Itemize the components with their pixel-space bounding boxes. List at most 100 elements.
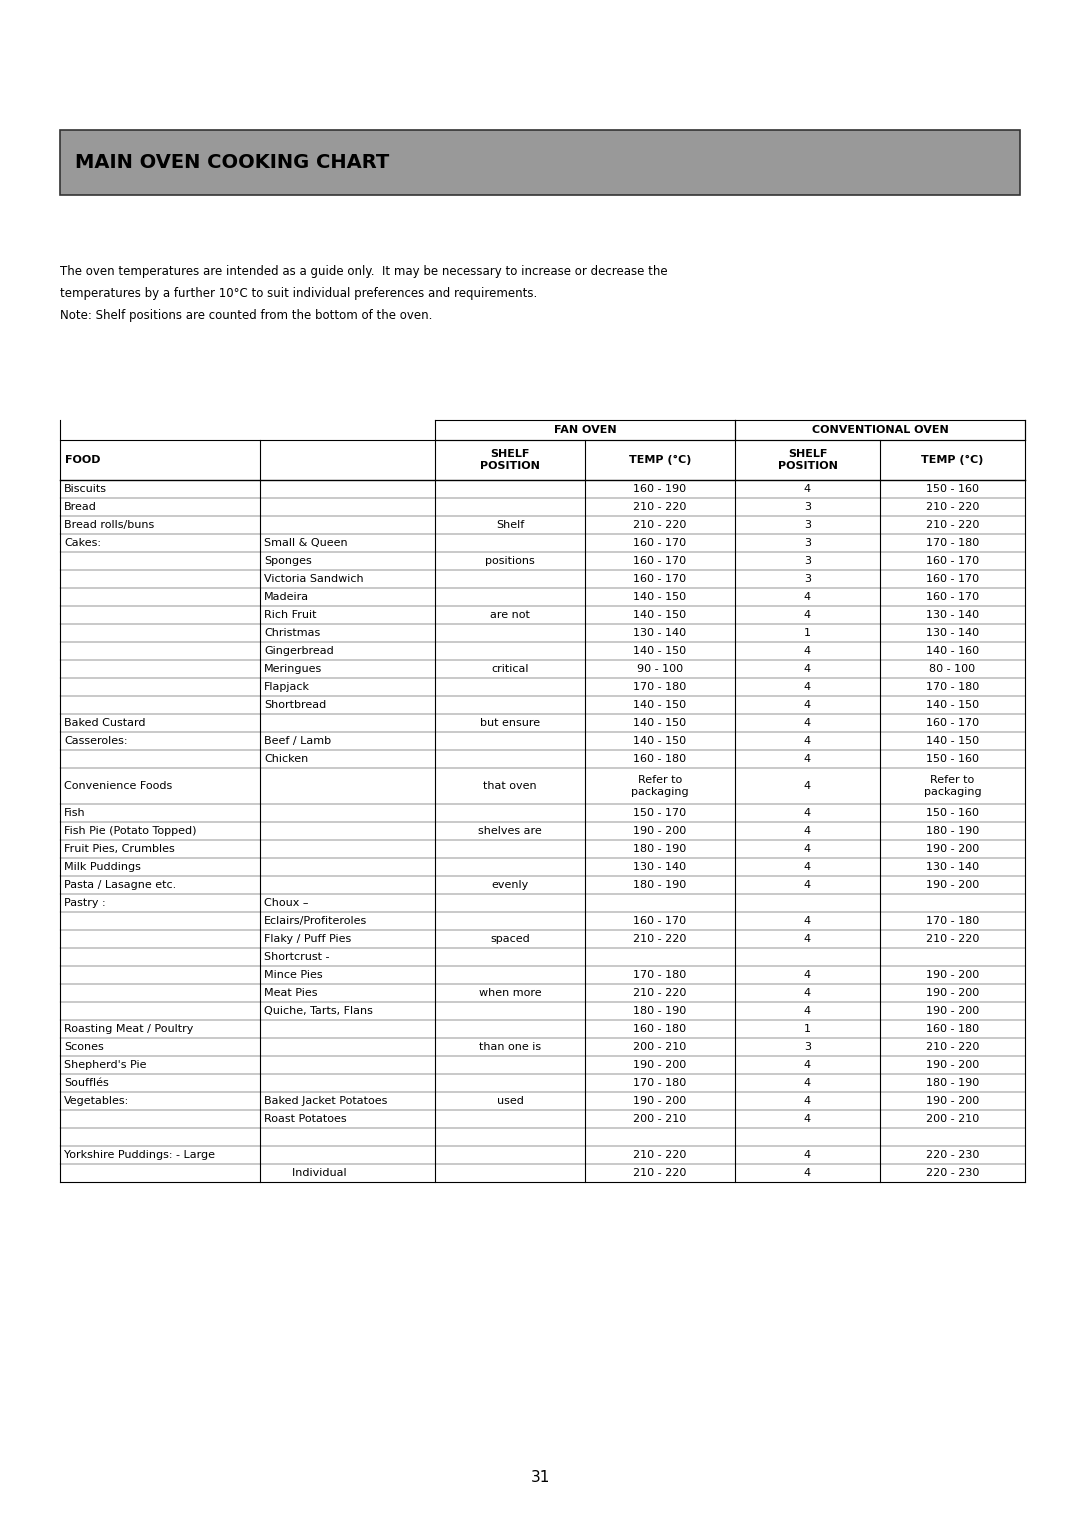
- Text: Choux –: Choux –: [264, 898, 309, 908]
- Text: 4: 4: [804, 934, 811, 944]
- Text: when more: when more: [478, 989, 541, 998]
- Text: 4: 4: [804, 718, 811, 727]
- Text: 190 - 200: 190 - 200: [926, 989, 980, 998]
- Text: 4: 4: [804, 753, 811, 764]
- Text: 3: 3: [804, 575, 811, 584]
- Text: Meat Pies: Meat Pies: [264, 989, 318, 998]
- Text: 140 - 150: 140 - 150: [634, 736, 687, 746]
- Text: 4: 4: [804, 736, 811, 746]
- Text: Refer to
packaging: Refer to packaging: [923, 775, 982, 798]
- Text: 4: 4: [804, 646, 811, 656]
- Text: 200 - 210: 200 - 210: [633, 1042, 687, 1051]
- Text: 4: 4: [804, 1077, 811, 1088]
- Text: shelves are: shelves are: [478, 827, 542, 836]
- Text: 4: 4: [804, 843, 811, 854]
- Text: 220 - 230: 220 - 230: [926, 1167, 980, 1178]
- Text: 3: 3: [804, 1042, 811, 1051]
- Text: 210 - 220: 210 - 220: [926, 1042, 980, 1051]
- Text: 130 - 140: 130 - 140: [926, 628, 980, 639]
- Text: Shortbread: Shortbread: [264, 700, 326, 711]
- Text: 4: 4: [804, 1114, 811, 1125]
- Text: Gingerbread: Gingerbread: [264, 646, 334, 656]
- Text: CONVENTIONAL OVEN: CONVENTIONAL OVEN: [812, 425, 948, 435]
- Text: 180 - 190: 180 - 190: [633, 1005, 687, 1016]
- Text: 190 - 200: 190 - 200: [926, 1096, 980, 1106]
- Text: 160 - 190: 160 - 190: [634, 484, 687, 494]
- Text: TEMP (°C): TEMP (°C): [921, 455, 984, 465]
- Text: Roast Potatoes: Roast Potatoes: [264, 1114, 347, 1125]
- Text: temperatures by a further 10°C to suit individual preferences and requirements.: temperatures by a further 10°C to suit i…: [60, 287, 537, 299]
- Text: 160 - 170: 160 - 170: [926, 591, 980, 602]
- Text: Individual: Individual: [264, 1167, 347, 1178]
- Text: 4: 4: [804, 681, 811, 692]
- Text: 170 - 180: 170 - 180: [926, 681, 980, 692]
- Text: 140 - 150: 140 - 150: [926, 736, 980, 746]
- Text: 200 - 210: 200 - 210: [633, 1114, 687, 1125]
- Text: 160 - 170: 160 - 170: [634, 915, 687, 926]
- Text: Baked Jacket Potatoes: Baked Jacket Potatoes: [264, 1096, 388, 1106]
- Text: 190 - 200: 190 - 200: [926, 843, 980, 854]
- Text: Yorkshire Puddings: - Large: Yorkshire Puddings: - Large: [64, 1151, 215, 1160]
- Text: 4: 4: [804, 862, 811, 872]
- Text: 220 - 230: 220 - 230: [926, 1151, 980, 1160]
- Text: 4: 4: [804, 1096, 811, 1106]
- Text: Mince Pies: Mince Pies: [264, 970, 323, 979]
- Text: 140 - 160: 140 - 160: [926, 646, 980, 656]
- Text: 150 - 160: 150 - 160: [926, 808, 978, 817]
- Text: Eclairs/Profiteroles: Eclairs/Profiteroles: [264, 915, 367, 926]
- Text: 210 - 220: 210 - 220: [633, 989, 687, 998]
- Text: Flaky / Puff Pies: Flaky / Puff Pies: [264, 934, 351, 944]
- Text: Madeira: Madeira: [264, 591, 309, 602]
- Text: 140 - 150: 140 - 150: [634, 700, 687, 711]
- Text: 190 - 200: 190 - 200: [926, 1005, 980, 1016]
- Text: Shelf: Shelf: [496, 520, 524, 530]
- Text: 4: 4: [804, 484, 811, 494]
- Text: 210 - 220: 210 - 220: [926, 520, 980, 530]
- Text: 80 - 100: 80 - 100: [930, 665, 975, 674]
- Text: TEMP (°C): TEMP (°C): [629, 455, 691, 465]
- Text: 3: 3: [804, 520, 811, 530]
- Text: Pastry :: Pastry :: [64, 898, 106, 908]
- Text: FOOD: FOOD: [65, 455, 100, 465]
- Text: 4: 4: [804, 591, 811, 602]
- Text: Chicken: Chicken: [264, 753, 308, 764]
- Text: 210 - 220: 210 - 220: [633, 1151, 687, 1160]
- Text: 4: 4: [804, 827, 811, 836]
- Text: Quiche, Tarts, Flans: Quiche, Tarts, Flans: [264, 1005, 373, 1016]
- Text: 4: 4: [804, 1005, 811, 1016]
- Text: 140 - 150: 140 - 150: [634, 646, 687, 656]
- Text: 4: 4: [804, 970, 811, 979]
- Text: than one is: than one is: [478, 1042, 541, 1051]
- Text: 4: 4: [804, 610, 811, 620]
- Text: 160 - 170: 160 - 170: [634, 575, 687, 584]
- Text: that oven: that oven: [483, 781, 537, 792]
- Text: Flapjack: Flapjack: [264, 681, 310, 692]
- Text: 170 - 180: 170 - 180: [633, 1077, 687, 1088]
- Text: 130 - 140: 130 - 140: [926, 862, 980, 872]
- Text: 4: 4: [804, 808, 811, 817]
- Text: 160 - 170: 160 - 170: [926, 718, 980, 727]
- Text: 4: 4: [804, 781, 811, 792]
- Text: Fish: Fish: [64, 808, 85, 817]
- Text: 160 - 180: 160 - 180: [634, 1024, 687, 1034]
- Text: 180 - 190: 180 - 190: [633, 843, 687, 854]
- Text: 170 - 180: 170 - 180: [926, 915, 980, 926]
- Text: 4: 4: [804, 1151, 811, 1160]
- Text: Convenience Foods: Convenience Foods: [64, 781, 172, 792]
- Text: 210 - 220: 210 - 220: [633, 503, 687, 512]
- Text: The oven temperatures are intended as a guide only.  It may be necessary to incr: The oven temperatures are intended as a …: [60, 264, 667, 278]
- Text: 160 - 180: 160 - 180: [926, 1024, 980, 1034]
- Text: Biscuits: Biscuits: [64, 484, 107, 494]
- Text: 4: 4: [804, 915, 811, 926]
- Text: 210 - 220: 210 - 220: [633, 520, 687, 530]
- Text: 140 - 150: 140 - 150: [634, 718, 687, 727]
- Text: 160 - 170: 160 - 170: [634, 556, 687, 565]
- Text: Sponges: Sponges: [264, 556, 312, 565]
- Text: 190 - 200: 190 - 200: [926, 1060, 980, 1070]
- Text: 190 - 200: 190 - 200: [633, 1060, 687, 1070]
- Text: Casseroles:: Casseroles:: [64, 736, 127, 746]
- Text: 160 - 170: 160 - 170: [926, 556, 980, 565]
- Text: 210 - 220: 210 - 220: [633, 934, 687, 944]
- Text: Refer to
packaging: Refer to packaging: [631, 775, 689, 798]
- Text: Bread: Bread: [64, 503, 97, 512]
